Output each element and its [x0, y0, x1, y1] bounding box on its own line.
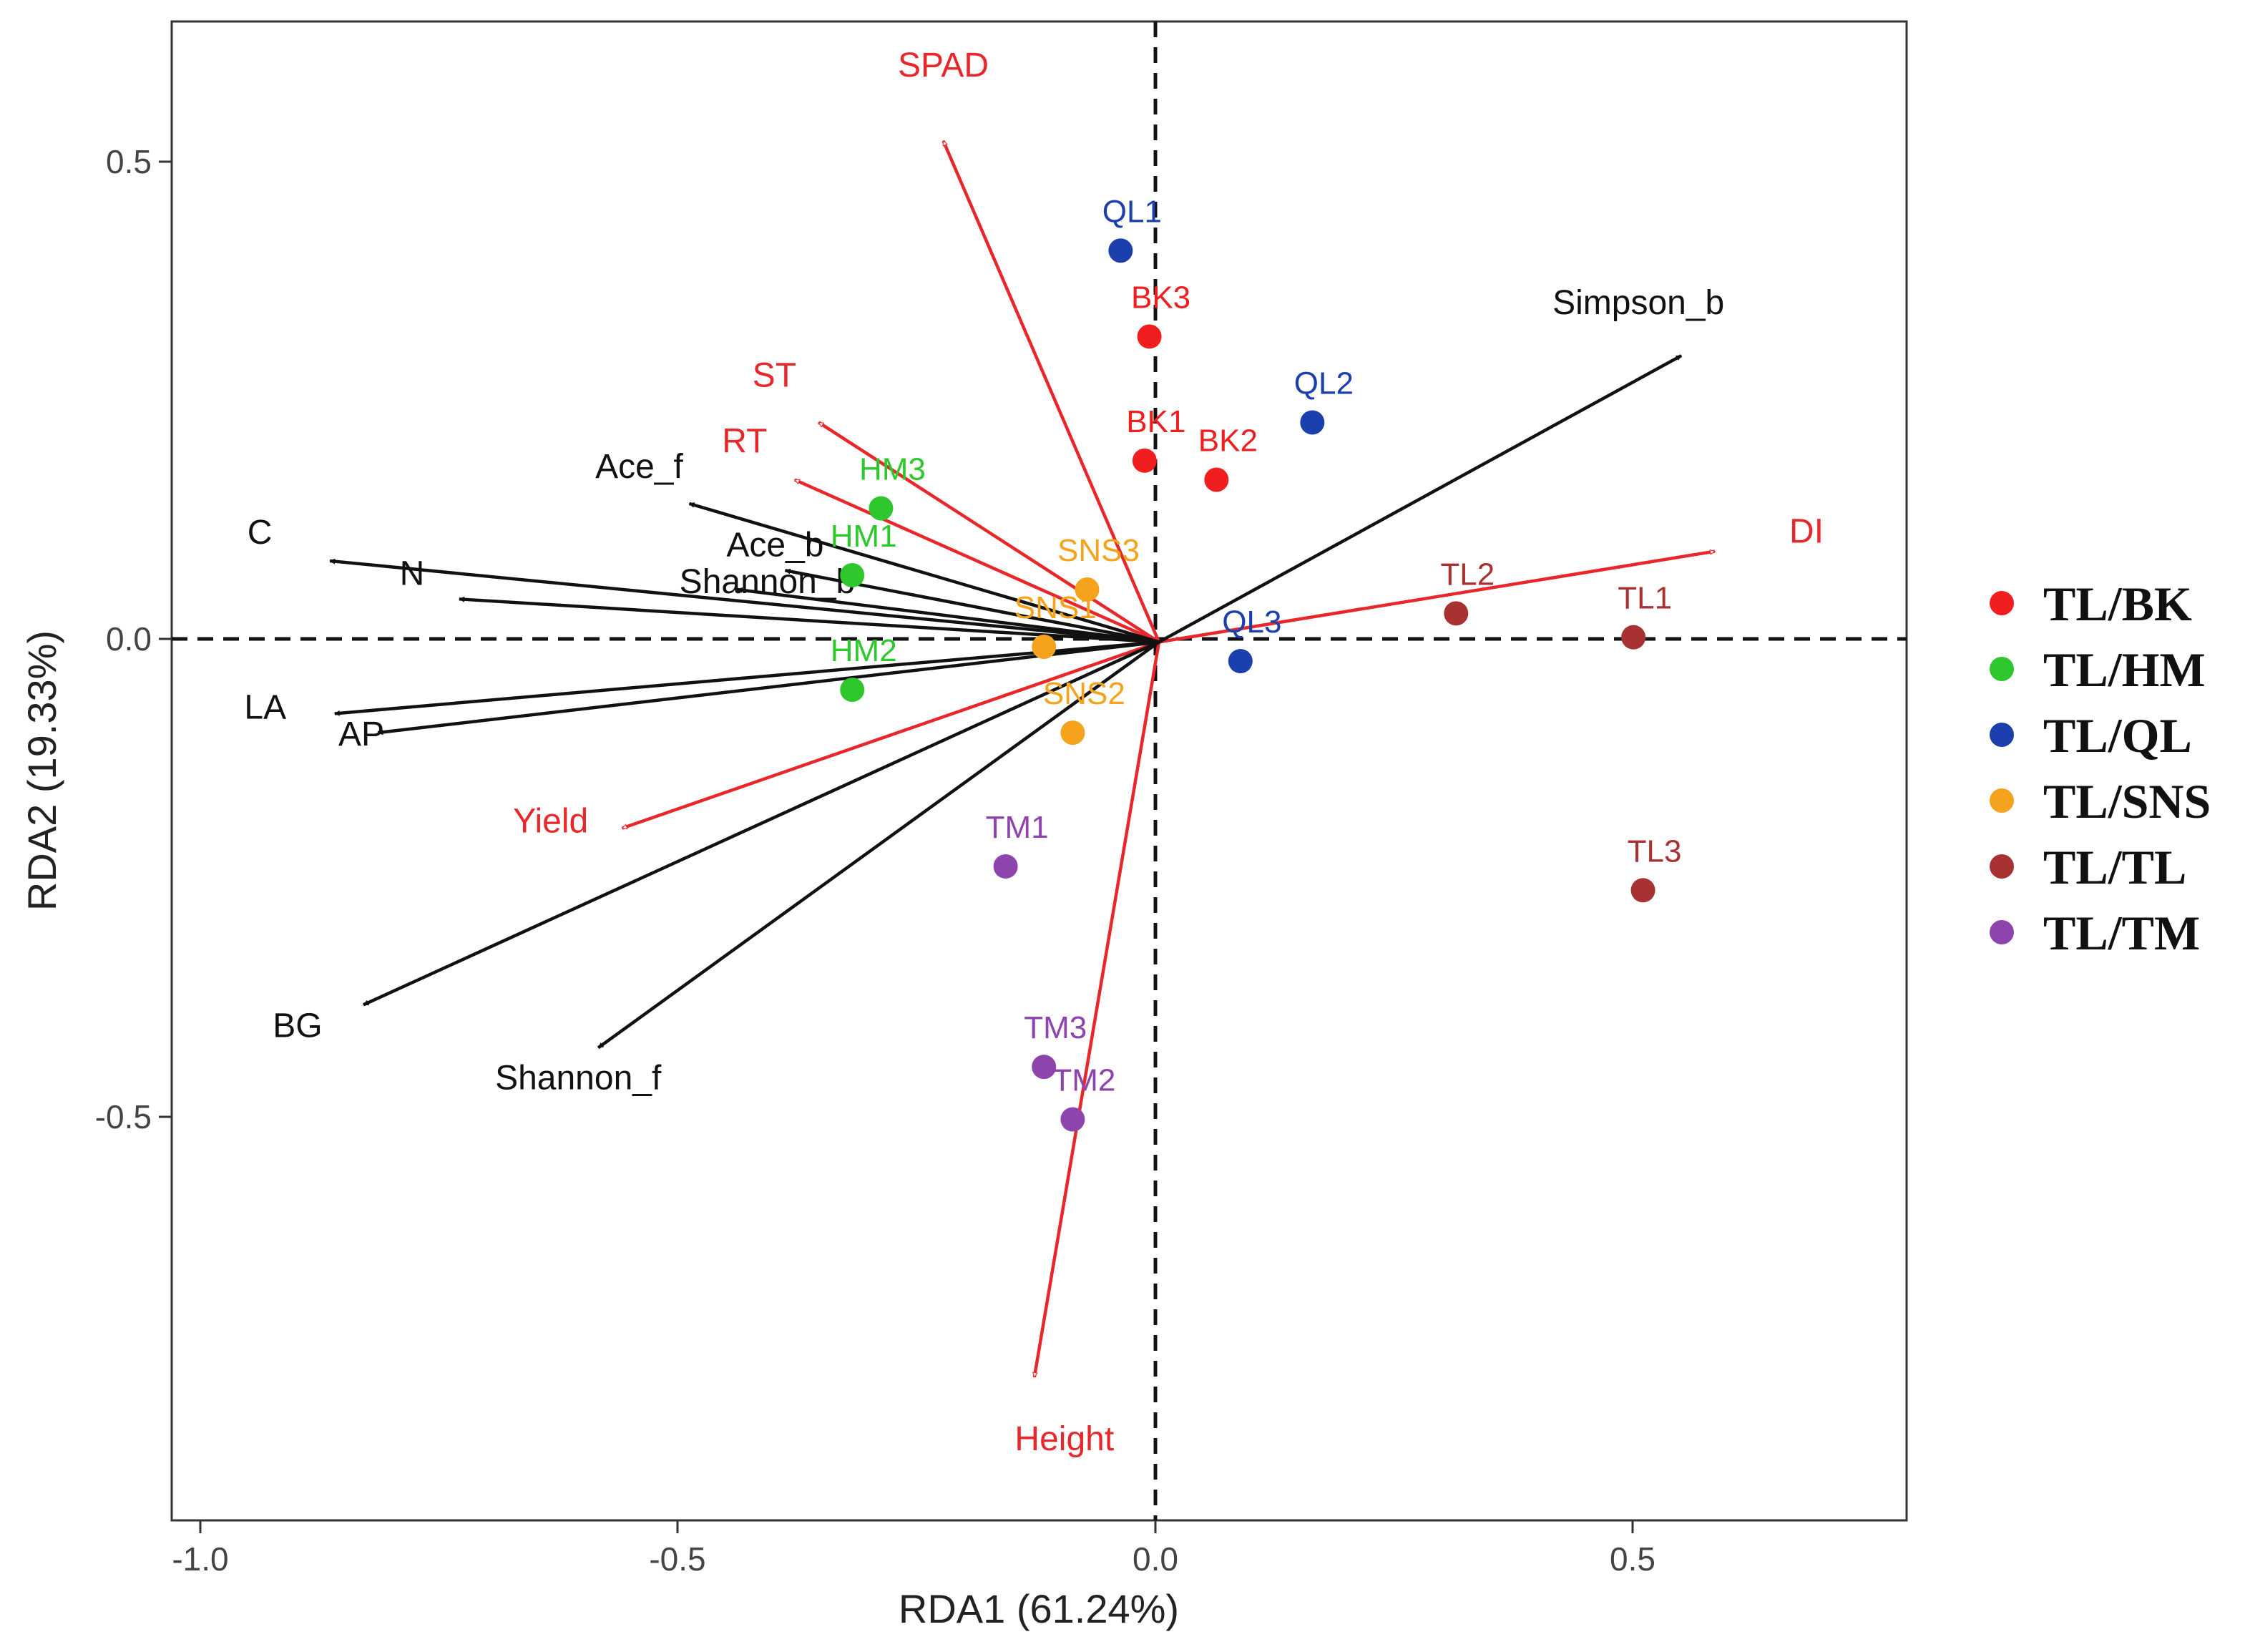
arrow-label-ace-f: Ace_f	[595, 448, 683, 486]
plot-panel	[170, 20, 1908, 1522]
arrow-spad	[941, 141, 1161, 643]
point-sns3	[1075, 577, 1100, 602]
x-tick-label: 0.5	[1610, 1540, 1655, 1578]
arrow-label-shannon-f: Shannon_f	[495, 1059, 662, 1097]
point-label-ql1: QL1	[1102, 194, 1162, 229]
arrow-label-ace-b: Ace_b	[726, 526, 823, 564]
legend-key-tl-ql	[1990, 723, 2014, 747]
legend-label-tl-ql: TL/QL	[2043, 708, 2192, 763]
point-ql1	[1108, 238, 1133, 263]
point-label-tm2: TM2	[1052, 1063, 1115, 1098]
arrow-label-st: ST	[753, 356, 796, 394]
point-tm3	[1032, 1055, 1057, 1080]
point-label-tl2: TL2	[1440, 557, 1495, 592]
point-label-tm1: TM1	[986, 810, 1049, 845]
sample-points: BK1BK2BK3HM1HM2HM3QL1QL2QL3SNS1SNS2SNS3T…	[831, 194, 1682, 1132]
point-label-hm3: HM3	[859, 452, 926, 487]
arrow-label-ap: AP	[338, 715, 384, 753]
point-label-ql2: QL2	[1294, 366, 1354, 401]
y-axis: 0.5 0.0 -0.5 RDA2 (19.33%)	[19, 143, 172, 1135]
arrow-label-c: C	[248, 514, 273, 552]
x-tick-label: -0.5	[649, 1540, 705, 1578]
y-tick-label: 0.0	[106, 620, 152, 658]
point-label-tm3: TM3	[1024, 1010, 1087, 1045]
point-hm2	[840, 678, 865, 703]
legend-key-tl-tl	[1990, 854, 2014, 879]
point-label-sns2: SNS2	[1043, 676, 1125, 711]
legend-label-tl-sns: TL/SNS	[2043, 774, 2211, 829]
point-tl1	[1621, 625, 1646, 650]
arrow-shannon-b	[736, 587, 1160, 644]
point-sns1	[1032, 635, 1057, 660]
point-label-bk3: BK3	[1131, 280, 1190, 315]
point-ql2	[1300, 410, 1325, 435]
point-label-tl1: TL1	[1618, 581, 1672, 616]
arrow-shannon-f	[597, 640, 1160, 1050]
point-label-bk2: BK2	[1198, 424, 1258, 459]
legend-key-tl-sns	[1990, 788, 2014, 813]
arrow-di	[1158, 552, 1715, 644]
arrow-st	[818, 421, 1160, 644]
arrow-label-n: N	[400, 554, 425, 592]
arrow-label-bg: BG	[273, 1007, 322, 1045]
point-sns2	[1060, 720, 1085, 746]
arrow-c	[329, 558, 1160, 644]
arrow-label-simpson-b: Simpson_b	[1552, 284, 1724, 322]
y-axis-title: RDA2 (19.33%)	[19, 630, 64, 911]
arrow-label-height: Height	[1014, 1420, 1114, 1458]
x-tick-label: 0.0	[1133, 1540, 1178, 1578]
point-label-hm2: HM2	[831, 633, 897, 668]
point-label-hm1: HM1	[831, 519, 897, 554]
arrow-label-la: LA	[244, 688, 286, 726]
y-tick-label: 0.5	[106, 143, 152, 180]
legend-label-tl-hm: TL/HM	[2043, 642, 2206, 697]
x-tick-label: -1.0	[172, 1540, 228, 1578]
point-hm1	[840, 562, 865, 587]
arrow-label-shannon-b: Shannon_b	[680, 563, 856, 601]
point-label-tl3: TL3	[1628, 834, 1682, 869]
point-tl2	[1444, 601, 1469, 626]
point-label-sns3: SNS3	[1057, 533, 1140, 568]
arrow-label-di: DI	[1789, 513, 1824, 551]
arrow-yield	[622, 640, 1160, 830]
point-label-ql3: QL3	[1222, 605, 1281, 640]
point-bk3	[1137, 324, 1162, 349]
x-axis: -1.0 -0.5 0.0 0.5 RDA1 (61.24%)	[172, 1520, 1655, 1631]
point-label-bk1: BK1	[1126, 404, 1185, 439]
y-tick-label: -0.5	[95, 1098, 152, 1135]
legend: TL/BK TL/HM TL/QL TL/SNS TL/TL TL/TM	[1990, 577, 2211, 960]
arrow-ap	[377, 640, 1160, 735]
x-axis-title: RDA1 (61.24%)	[899, 1586, 1179, 1631]
arrow-label-rt: RT	[722, 423, 767, 461]
arrow-bg	[363, 640, 1160, 1007]
legend-label-tl-bk: TL/BK	[2043, 577, 2192, 631]
point-tm1	[993, 854, 1018, 879]
arrow-rt	[795, 478, 1160, 644]
arrow-simpson-b	[1158, 354, 1683, 644]
point-tl3	[1630, 878, 1655, 903]
point-hm3	[869, 496, 894, 521]
point-bk1	[1132, 448, 1157, 473]
legend-key-tl-tm	[1990, 920, 2014, 944]
legend-key-tl-bk	[1990, 591, 2014, 615]
arrow-ace-f	[688, 502, 1160, 644]
arrow-label-spad: SPAD	[898, 47, 989, 84]
point-tm2	[1060, 1107, 1085, 1132]
arrow-height	[1034, 641, 1161, 1377]
arrow-label-yield: Yield	[513, 803, 588, 841]
legend-label-tl-tm: TL/TM	[2043, 906, 2200, 960]
vector-arrows: SPAD ST RT DI Yield Height Simpson_b Ace_f Ace_b…	[244, 47, 1824, 1458]
point-ql3	[1228, 649, 1253, 674]
arrow-la	[333, 640, 1160, 716]
legend-label-tl-tl: TL/TL	[2043, 840, 2186, 894]
point-bk2	[1204, 467, 1229, 492]
legend-key-tl-hm	[1990, 657, 2014, 681]
